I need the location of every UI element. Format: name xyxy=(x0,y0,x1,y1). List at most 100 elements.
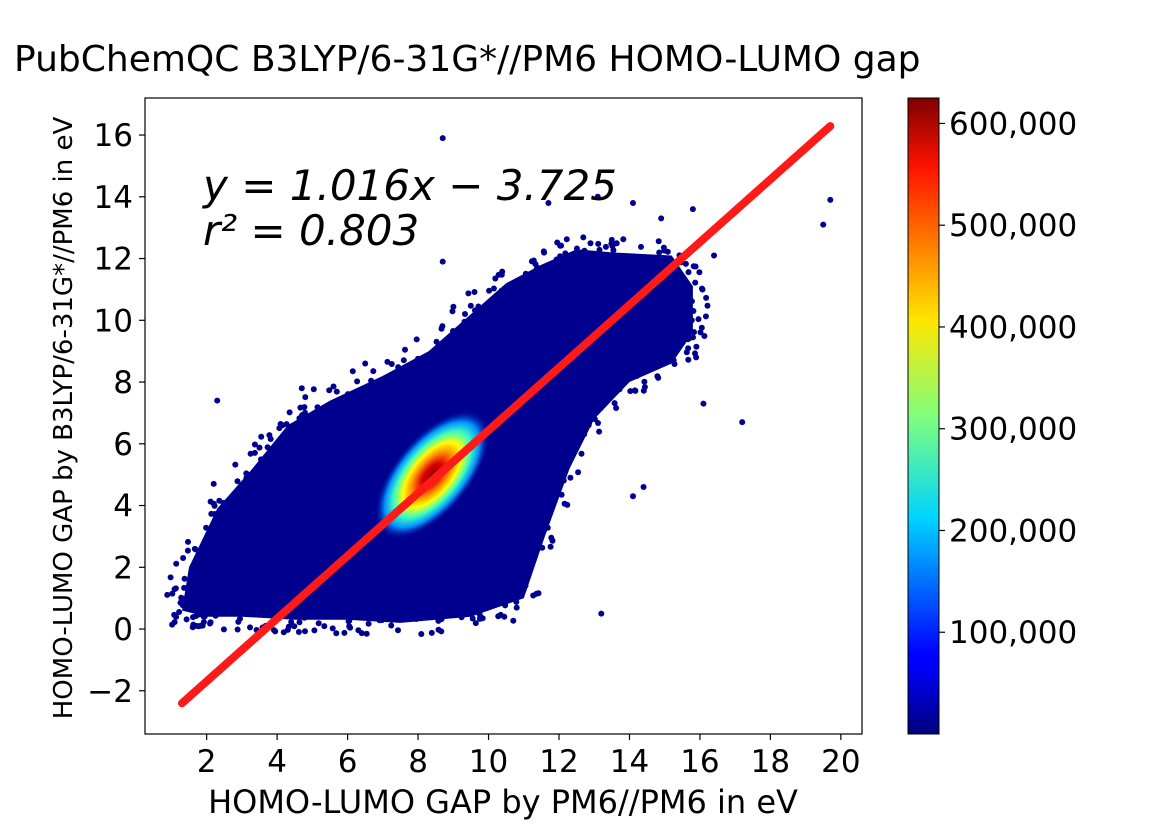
scatter-point xyxy=(264,453,270,460)
scatter-point xyxy=(181,575,188,582)
scatter-point xyxy=(693,343,700,350)
scatter-point xyxy=(301,614,308,621)
scatter-point xyxy=(661,256,668,263)
outlier-point xyxy=(827,196,834,203)
scatter-point xyxy=(270,454,277,461)
scatter-point xyxy=(345,618,352,625)
scatter-point xyxy=(173,560,180,567)
scatter-point xyxy=(444,603,451,610)
scatter-point xyxy=(602,243,609,250)
scatter-point xyxy=(631,387,638,394)
scatter-point xyxy=(549,537,556,544)
scatter-point xyxy=(183,616,190,623)
scatter-point xyxy=(215,600,222,607)
outlier-point xyxy=(820,221,827,228)
scatter-point xyxy=(256,444,263,451)
scatter-point xyxy=(581,431,588,438)
scatter-point xyxy=(171,611,178,618)
scatter-point xyxy=(180,595,187,602)
scatter-point xyxy=(502,602,509,609)
scatter-point xyxy=(349,368,356,375)
scatter-point xyxy=(600,255,607,262)
plot-frame xyxy=(144,97,863,735)
scatter-point xyxy=(664,355,671,362)
outlier-point xyxy=(210,480,217,487)
scatter-point xyxy=(449,308,456,315)
scatter-point xyxy=(251,473,258,480)
scatter-point xyxy=(267,436,274,442)
scatter-point xyxy=(688,317,695,324)
outlier-point xyxy=(658,215,665,222)
scatter-point xyxy=(624,376,631,383)
scatter-point xyxy=(280,629,287,636)
scatter-point xyxy=(549,264,556,270)
scatter-point xyxy=(466,606,473,613)
scatter-point xyxy=(498,287,505,294)
scatter-point xyxy=(613,405,620,411)
scatter-point xyxy=(495,613,502,620)
scatter-point xyxy=(321,623,328,630)
scatter-point xyxy=(246,610,253,616)
scatter-point xyxy=(365,620,372,627)
scatter-point xyxy=(232,461,239,468)
scatter-point xyxy=(247,624,253,631)
x-tick-label: 6 xyxy=(338,744,358,780)
scatter-point xyxy=(685,290,691,297)
scatter-point xyxy=(591,416,598,423)
outlier-point xyxy=(598,610,605,617)
scatter-point xyxy=(633,373,640,379)
outlier-point xyxy=(629,493,636,500)
scatter-point xyxy=(361,603,368,610)
scatter-point xyxy=(558,491,565,498)
scatter-point xyxy=(286,409,293,416)
y-tick-label: 2 xyxy=(113,550,133,586)
scatter-point xyxy=(193,612,200,619)
scatter-point xyxy=(288,619,295,625)
scatter-point xyxy=(547,543,554,550)
scatter-point xyxy=(428,629,435,636)
scatter-point xyxy=(533,272,540,279)
scatter-point xyxy=(465,290,472,297)
scatter-point xyxy=(545,515,551,521)
scatter-point xyxy=(236,484,243,491)
x-tick-label: 14 xyxy=(610,744,649,780)
scatter-point xyxy=(483,602,490,609)
scatter-point xyxy=(535,590,542,597)
scatter-point xyxy=(704,302,711,309)
scatter-point xyxy=(435,617,442,624)
scatter-point xyxy=(685,308,692,315)
scatter-point xyxy=(211,511,218,517)
scatter-point xyxy=(195,623,202,630)
colorbar-tick-label: 400,000 xyxy=(949,310,1077,346)
scatter-point xyxy=(467,331,474,337)
scatter-point xyxy=(532,533,539,540)
scatter-point xyxy=(596,428,603,435)
scatter-point xyxy=(211,523,218,530)
scatter-point xyxy=(380,388,387,395)
scatter-point xyxy=(347,397,354,404)
scatter-point xyxy=(524,278,531,285)
chart-title: PubChemQC B3LYP/6-31G*//PM6 HOMO-LUMO ga… xyxy=(14,39,921,80)
scatter-point xyxy=(525,540,532,546)
scatter-point xyxy=(613,240,620,247)
scatter-point xyxy=(395,627,401,634)
scatter-point xyxy=(363,630,370,637)
scatter-point xyxy=(330,383,337,390)
outlier-point xyxy=(298,385,305,392)
scatter-point xyxy=(193,591,200,598)
scatter-point xyxy=(197,581,204,588)
scatter-points xyxy=(164,135,834,637)
scatter-point xyxy=(314,404,321,411)
scatter-point xyxy=(263,611,270,617)
scatter-point xyxy=(211,600,218,607)
scatter-point xyxy=(518,567,525,574)
scatter-point xyxy=(638,243,644,250)
x-axis-label: HOMO-LUMO GAP by PM6//PM6 in eV xyxy=(208,783,798,821)
scatter-point xyxy=(567,474,574,481)
scatter-point xyxy=(622,253,629,260)
colorbar-tick-label: 600,000 xyxy=(949,106,1077,142)
scatter-point xyxy=(519,286,526,293)
x-tick-label: 18 xyxy=(751,744,790,780)
scatter-point xyxy=(616,386,623,393)
x-tick-label: 20 xyxy=(821,744,860,780)
